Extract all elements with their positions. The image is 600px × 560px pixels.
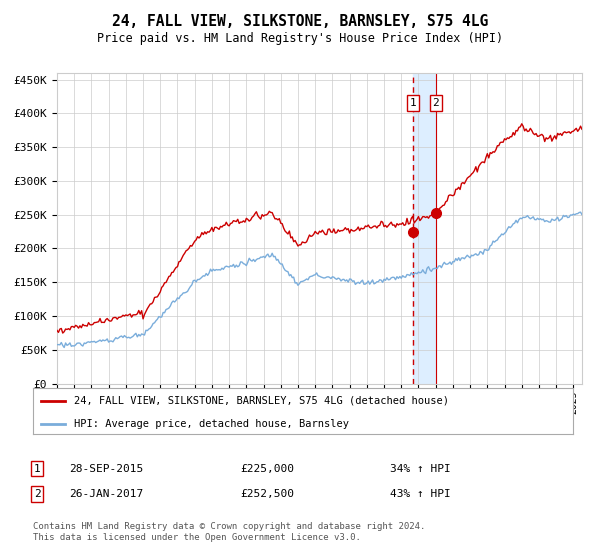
Text: This data is licensed under the Open Government Licence v3.0.: This data is licensed under the Open Gov… [33, 533, 361, 542]
Text: 24, FALL VIEW, SILKSTONE, BARNSLEY, S75 4LG: 24, FALL VIEW, SILKSTONE, BARNSLEY, S75 … [112, 14, 488, 29]
Text: 24, FALL VIEW, SILKSTONE, BARNSLEY, S75 4LG (detached house): 24, FALL VIEW, SILKSTONE, BARNSLEY, S75 … [74, 396, 449, 406]
Text: 34% ↑ HPI: 34% ↑ HPI [390, 464, 451, 474]
Text: 2: 2 [34, 489, 41, 499]
Text: 2: 2 [433, 98, 439, 108]
Bar [413, 73, 436, 384]
Text: HPI: Average price, detached house, Barnsley: HPI: Average price, detached house, Barn… [74, 419, 349, 429]
Text: 28-SEP-2015: 28-SEP-2015 [69, 464, 143, 474]
Text: £225,000: £225,000 [240, 464, 294, 474]
Text: Contains HM Land Registry data © Crown copyright and database right 2024.: Contains HM Land Registry data © Crown c… [33, 522, 425, 531]
Text: Price paid vs. HM Land Registry's House Price Index (HPI): Price paid vs. HM Land Registry's House … [97, 32, 503, 45]
Text: 1: 1 [409, 98, 416, 108]
Text: 26-JAN-2017: 26-JAN-2017 [69, 489, 143, 499]
Text: £252,500: £252,500 [240, 489, 294, 499]
Text: 43% ↑ HPI: 43% ↑ HPI [390, 489, 451, 499]
Text: 1: 1 [34, 464, 41, 474]
